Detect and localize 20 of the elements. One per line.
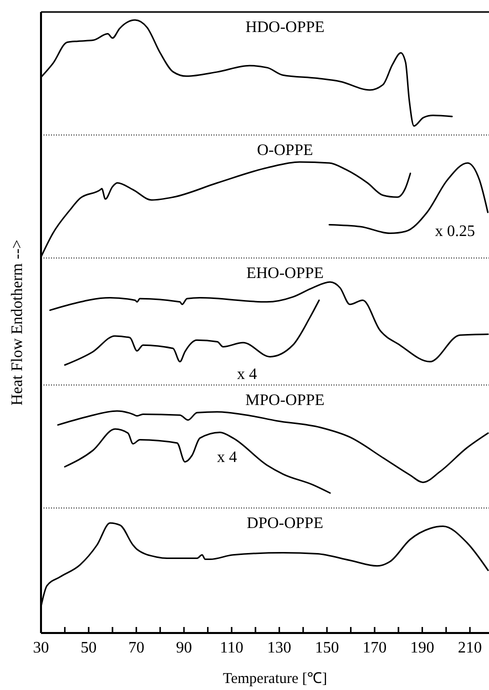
- x-tick-label: 70: [128, 639, 144, 656]
- chart-title: HDO-OPPE: [245, 19, 325, 36]
- x-axis-title: Temperature [℃]: [222, 671, 328, 687]
- text: x 4: [237, 366, 257, 383]
- x-tick-label: 170: [362, 639, 387, 656]
- chart-title: MPO-OPPE: [245, 392, 325, 409]
- x-tick-label: 190: [410, 639, 434, 656]
- x-tick-label: 130: [267, 639, 292, 656]
- x-tick-label: 50: [80, 639, 97, 656]
- x-tick-label: 210: [458, 639, 482, 656]
- chart-title: DPO-OPPE: [246, 515, 324, 532]
- annotation: x 0.25: [435, 223, 475, 240]
- x-tick-label: 110: [220, 639, 244, 656]
- annotation: x 4: [217, 449, 237, 466]
- chart-title: O-OPPE: [256, 142, 314, 159]
- x-tick-label: 30: [33, 639, 49, 656]
- x-tick-label: 90: [176, 639, 192, 656]
- y-axis-title: Heat Flow Endotherm -->: [9, 240, 26, 406]
- chart-title: EHO-OPPE: [246, 265, 324, 282]
- x-tick-label: 150: [314, 639, 339, 656]
